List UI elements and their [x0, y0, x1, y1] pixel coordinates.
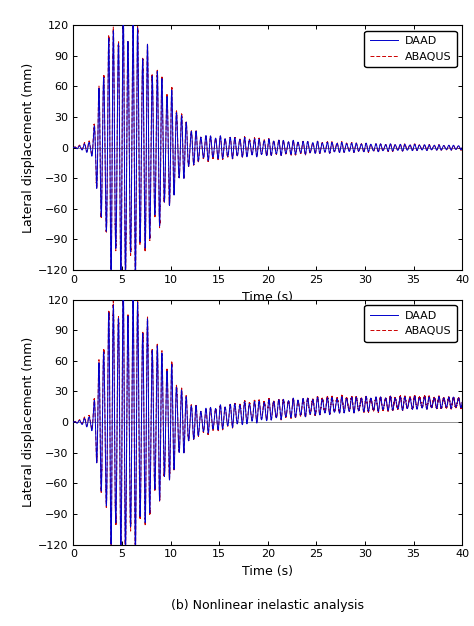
DAAD [120, 295, 126, 303]
ABAQUS [431, 142, 437, 150]
Line: ABAQUS: ABAQUS [73, 299, 462, 545]
DAAD [116, 314, 121, 322]
Text: (b) Nonlinear inelastic analysis: (b) Nonlinear inelastic analysis [171, 598, 365, 612]
Text: (a) Nonlinear elastic analysis: (a) Nonlinear elastic analysis [177, 324, 358, 337]
ABAQUS [108, 267, 114, 274]
DAAD [459, 144, 465, 151]
ABAQUS [280, 405, 285, 413]
ABAQUS [459, 144, 465, 151]
DAAD [118, 541, 124, 548]
Legend: DAAD, ABAQUS: DAAD, ABAQUS [365, 31, 456, 67]
ABAQUS [116, 316, 121, 324]
DAAD [349, 394, 355, 401]
Line: DAAD: DAAD [73, 299, 462, 545]
ABAQUS [275, 404, 281, 412]
DAAD [116, 40, 121, 48]
Y-axis label: Lateral displacement (mm): Lateral displacement (mm) [22, 63, 36, 233]
ABAQUS [431, 396, 437, 403]
DAAD [431, 396, 437, 403]
X-axis label: Time (s): Time (s) [242, 565, 293, 578]
DAAD [280, 404, 285, 412]
DAAD [120, 21, 126, 29]
Y-axis label: Lateral displacement (mm): Lateral displacement (mm) [22, 337, 36, 507]
ABAQUS [459, 399, 465, 407]
DAAD [118, 267, 124, 274]
DAAD [459, 399, 465, 406]
ABAQUS [71, 144, 76, 151]
ABAQUS [120, 21, 126, 29]
ABAQUS [116, 41, 121, 49]
ABAQUS [108, 541, 114, 548]
Line: DAAD: DAAD [73, 25, 462, 270]
DAAD [388, 393, 393, 401]
Legend: DAAD, ABAQUS: DAAD, ABAQUS [365, 305, 456, 342]
DAAD [71, 144, 76, 151]
DAAD [388, 140, 393, 148]
DAAD [275, 143, 281, 150]
ABAQUS [71, 418, 76, 426]
ABAQUS [349, 139, 355, 146]
DAAD [275, 404, 281, 412]
ABAQUS [388, 394, 393, 401]
X-axis label: Time (s): Time (s) [242, 290, 293, 304]
ABAQUS [388, 140, 393, 148]
DAAD [349, 140, 355, 147]
DAAD [280, 143, 285, 151]
ABAQUS [280, 143, 285, 151]
DAAD [431, 142, 437, 150]
DAAD [71, 418, 76, 426]
Line: ABAQUS: ABAQUS [73, 25, 462, 270]
ABAQUS [275, 143, 281, 150]
ABAQUS [349, 394, 355, 402]
ABAQUS [120, 295, 126, 303]
